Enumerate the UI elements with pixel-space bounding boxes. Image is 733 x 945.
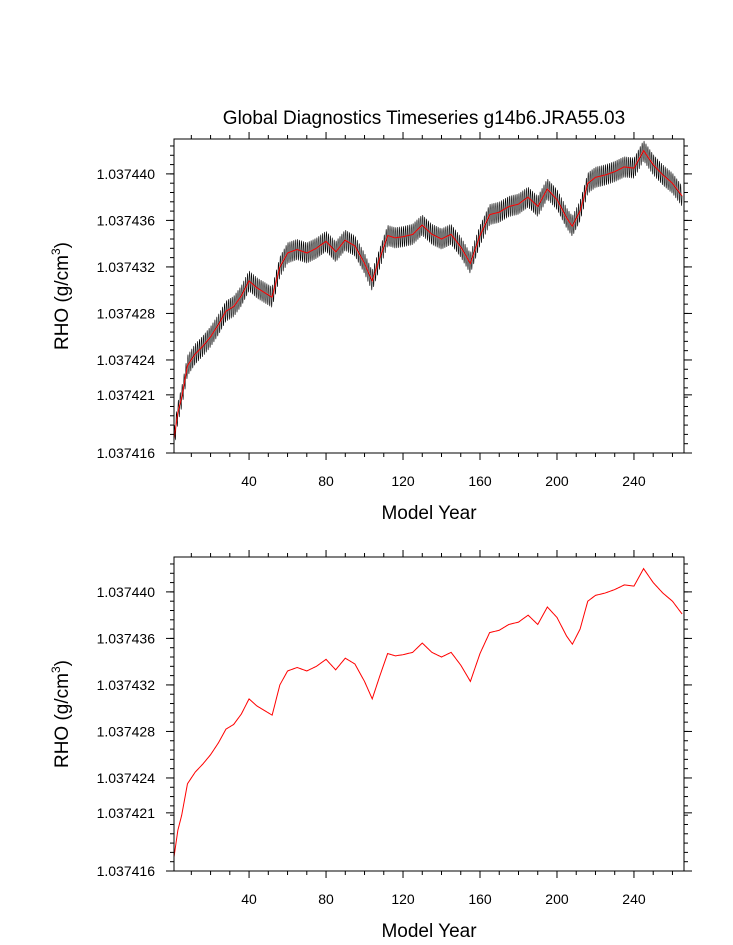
plot-area [174, 140, 683, 441]
x-tick-label: 240 [622, 891, 646, 907]
x-tick-label: 160 [468, 473, 492, 489]
y-tick-label: 1.037428 [97, 305, 156, 321]
x-axis-title: Model Year [381, 921, 477, 942]
x-tick-label: 240 [622, 473, 646, 489]
x-tick-label: 200 [545, 473, 569, 489]
chart-title: Global Diagnostics Timeseries g14b6.JRA5… [223, 108, 625, 129]
y-axis-title: RHO (g/cm3) [49, 660, 73, 768]
x-tick-label: 200 [545, 891, 569, 907]
y-tick-label: 1.037436 [97, 212, 156, 228]
x-tick-label: 160 [468, 891, 492, 907]
y-tick-label: 1.037421 [97, 805, 156, 821]
plot-frame [173, 556, 685, 872]
series-line-annual-mean [174, 567, 683, 858]
y-tick-label: 1.037416 [97, 445, 156, 461]
x-tick-label: 40 [241, 891, 257, 907]
plot-frame [173, 138, 685, 454]
y-axis-title: RHO (g/cm3) [49, 242, 73, 350]
x-tick-label: 80 [318, 473, 334, 489]
y-tick-label: 1.037416 [97, 863, 156, 879]
y-tick-label: 1.037428 [97, 723, 156, 739]
y-tick-label: 1.037432 [97, 259, 156, 275]
series-line-annual-mean [174, 149, 683, 440]
y-tick-label: 1.037424 [97, 352, 156, 368]
y-tick-label: 1.037436 [97, 630, 156, 646]
y-tick-label: 1.037440 [97, 166, 156, 182]
x-tick-label: 120 [391, 891, 415, 907]
y-tick-label: 1.037440 [97, 584, 156, 600]
panel-top: 40 80 120 160 200 240 1.037416 1.037421 1.037424… [49, 132, 692, 524]
x-tick-label: 80 [318, 891, 334, 907]
y-tick-label: 1.037432 [97, 677, 156, 693]
x-tick-label: 120 [391, 473, 415, 489]
x-tick-label: 40 [241, 473, 257, 489]
plot-area [174, 567, 683, 858]
y-tick-label: 1.037424 [97, 770, 156, 786]
panel-bottom: 40 80 120 160 200 240 1.037416 1.037421 1.037424… [49, 550, 692, 942]
y-tick-label: 1.037421 [97, 387, 156, 403]
x-axis-title: Model Year [381, 503, 477, 524]
